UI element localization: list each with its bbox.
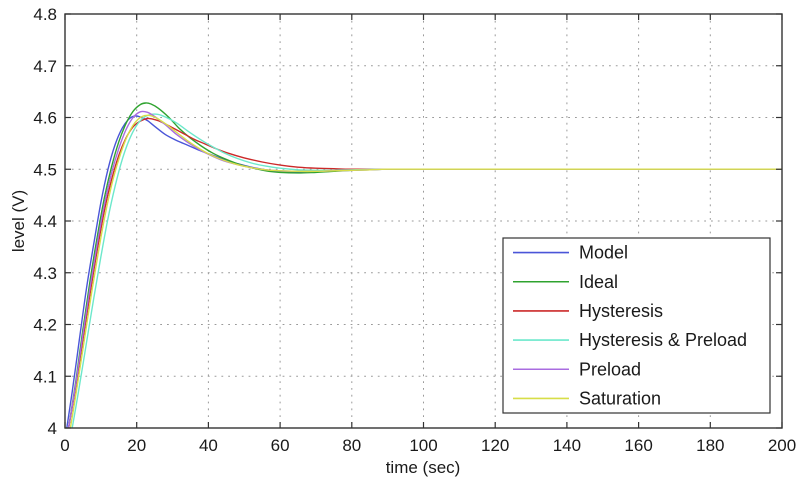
x-tick-labels: 0 20 40 60 80 100 120 140 160 180 200	[60, 436, 796, 455]
x-tick-label: 120	[481, 436, 509, 455]
y-tick-label: 4.2	[33, 316, 57, 335]
y-tick-label: 4.5	[33, 160, 57, 179]
y-tick-label: 4.6	[33, 109, 57, 128]
x-tick-label: 60	[271, 436, 290, 455]
series-saturation	[69, 114, 782, 429]
legend-label-ideal: Ideal	[579, 272, 618, 292]
x-tick-label: 160	[624, 436, 652, 455]
y-tick-label: 4.3	[33, 264, 57, 283]
x-axis-label: time (sec)	[386, 458, 461, 477]
y-tick-labels: 4 4.1 4.2 4.3 4.4 4.5 4.6 4.7 4.8	[33, 5, 57, 438]
y-tick-label: 4.7	[33, 57, 57, 76]
y-tick-label: 4.4	[33, 212, 57, 231]
x-tick-label: 80	[342, 436, 361, 455]
y-tick-label: 4.8	[33, 5, 57, 24]
x-tick-label: 100	[409, 436, 437, 455]
legend-label-saturation: Saturation	[579, 388, 661, 408]
tick-marks	[64, 13, 783, 429]
legend-box	[502, 237, 771, 414]
legend-label-model: Model	[579, 243, 628, 263]
x-tick-label: 180	[696, 436, 724, 455]
x-tick-label: 0	[60, 436, 69, 455]
legend: Model Ideal Hysteresis Hysteresis & Preload…	[502, 237, 771, 414]
y-tick-label: 4	[48, 419, 57, 438]
x-tick-label: 40	[199, 436, 218, 455]
legend-label-hysteresis: Hysteresis	[579, 301, 663, 321]
y-axis-label: level (V)	[9, 190, 28, 252]
legend-label-preload: Preload	[579, 359, 641, 379]
y-tick-label: 4.1	[33, 367, 57, 386]
x-tick-label: 200	[768, 436, 796, 455]
x-tick-label: 20	[127, 436, 146, 455]
gridlines	[65, 14, 782, 428]
x-tick-label: 140	[553, 436, 581, 455]
legend-label-hysteresis-preload: Hysteresis & Preload	[579, 330, 747, 350]
series-lines	[66, 102, 782, 429]
